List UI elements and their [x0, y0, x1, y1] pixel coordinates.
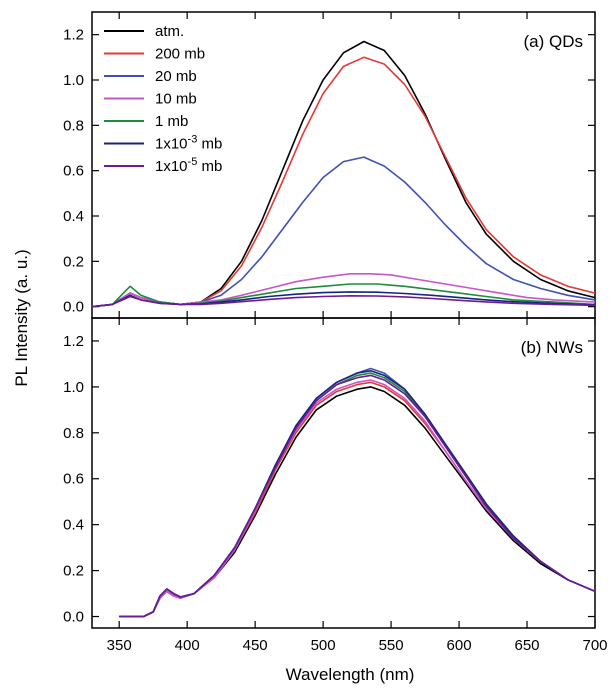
- y-tick-label: 1.2: [63, 27, 84, 44]
- x-tick-label: 350: [107, 637, 132, 654]
- x-tick-label: 650: [515, 637, 540, 654]
- y-tick-label: 1.0: [63, 379, 84, 396]
- x-tick-label: 500: [311, 637, 336, 654]
- panel-a-qds: 0.0 0.2 0.4 0.6 0.8 1.0 1.2 (a) QDs atm. 200 mb 20…: [63, 11, 596, 319]
- y-tick-label: 0.6: [63, 471, 84, 488]
- y-tick-label: 0.2: [63, 253, 84, 270]
- x-tick-label: 700: [582, 637, 607, 654]
- y-tick-label: 0.6: [63, 163, 84, 180]
- x-tick-label: 600: [447, 637, 472, 654]
- y-tick-label: 0.0: [63, 609, 84, 626]
- legend-entry: 1x10-5 mb: [155, 156, 222, 175]
- series-line: [119, 381, 596, 618]
- y-tick-label: 0.2: [63, 563, 84, 580]
- x-axis-title: Wavelength (nm): [286, 665, 415, 684]
- x-tick-label: 400: [175, 637, 200, 654]
- panel-label: (a) QDs: [524, 32, 584, 51]
- y-tick-label: 0.8: [63, 425, 84, 442]
- panel-b-nws: 0.0 0.2 0.4 0.6 0.8 1.0 1.2 (b) NWs: [63, 317, 596, 629]
- legend-entry: 10 mb: [155, 91, 197, 108]
- y-tick-label: 0.4: [63, 517, 84, 534]
- series-line: [119, 370, 596, 618]
- series-line: [119, 379, 596, 618]
- y-tick-label: 0.0: [63, 299, 84, 316]
- y-axis-title: PL Intensity (a. u.): [12, 249, 31, 386]
- legend-entry: 200 mb: [155, 46, 205, 63]
- series-line: [119, 386, 596, 618]
- series-line: [91, 295, 596, 308]
- panel-frame: [91, 317, 596, 629]
- y-tick-label: 1.0: [63, 72, 84, 89]
- legend-entry: atm.: [155, 23, 184, 40]
- x-tick-label: 450: [243, 637, 268, 654]
- y-tick-label: 0.8: [63, 117, 84, 134]
- y-tick-label: 1.2: [63, 333, 84, 350]
- legend-entry: 20 mb: [155, 68, 197, 85]
- x-axis: 350 400 450 500 550 600 650 700: [107, 637, 608, 654]
- series-line: [119, 367, 596, 618]
- x-tick-label: 550: [379, 637, 404, 654]
- legend-entry: 1x10-3 mb: [155, 134, 222, 153]
- series-line: [119, 372, 596, 618]
- y-tick-label: 0.4: [63, 208, 84, 225]
- series-line: [91, 273, 596, 308]
- legend-entry: 1 mb: [155, 113, 188, 130]
- panel-label: (b) NWs: [521, 338, 583, 357]
- series-line: [119, 374, 596, 618]
- series-line: [91, 283, 596, 308]
